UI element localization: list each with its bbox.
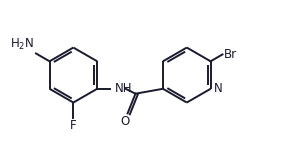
Text: H$_2$N: H$_2$N [10,37,34,52]
Text: NH: NH [115,82,132,95]
Text: F: F [70,119,77,132]
Text: O: O [120,115,129,128]
Text: N: N [214,82,222,95]
Text: Br: Br [224,48,237,61]
